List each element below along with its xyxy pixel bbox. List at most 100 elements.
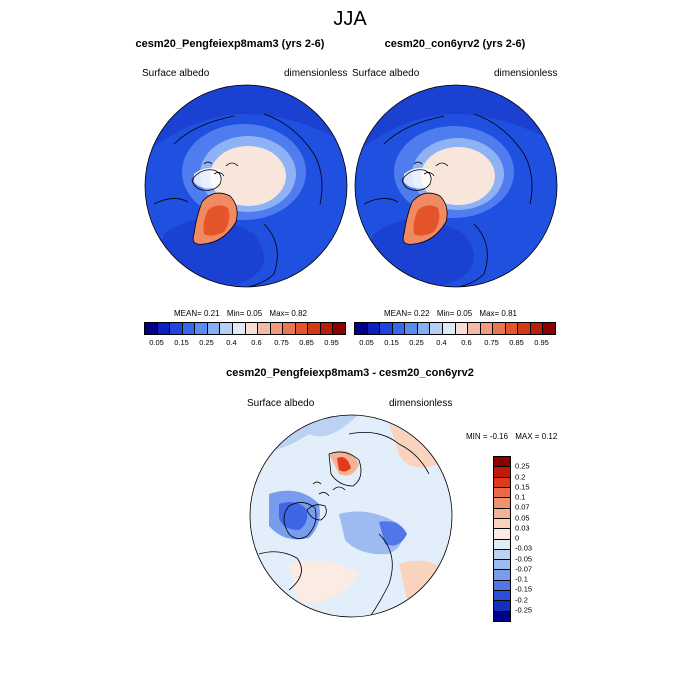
panel3-variable: Surface albedo [247, 398, 315, 409]
colorbar-tick-label: 0.85 [299, 338, 314, 347]
colorbar-swatch [494, 539, 510, 550]
colorbar-swatch [220, 323, 233, 334]
panel1-units: dimensionless [284, 68, 348, 79]
colorbar-tick-label: 0.25 [199, 338, 214, 347]
panel3-title: cesm20_Pengfeiexp8mam3 - cesm20_con6yrv2 [226, 367, 474, 379]
strong-negative-center [379, 521, 407, 546]
colorbar-tick-label: 0.15 [174, 338, 189, 347]
panel2-mean: MEAN= 0.22 [384, 309, 430, 318]
coastlines [153, 113, 323, 287]
colorbar-swatch [157, 323, 171, 334]
colorbar-swatch [480, 323, 494, 334]
colorbar-swatch [442, 323, 456, 334]
colorbar-swatch [530, 323, 544, 334]
colorbar-swatch [170, 323, 183, 334]
colorbar-tick-label: 0.2 [515, 472, 526, 481]
panel3-stats: MIN = -0.16 MAX = 0.12 [466, 432, 562, 441]
colorbar-tick-label: 0.6 [461, 338, 472, 347]
greenland-interior [203, 205, 230, 236]
colorbar-tick-label: 0.95 [324, 338, 339, 347]
colorbar-tick-label: 0.85 [509, 338, 524, 347]
colorbar-swatch [494, 487, 510, 499]
colorbar-swatch [320, 323, 334, 334]
colorbar-tick-label: 0.4 [226, 338, 237, 347]
colorbar-swatch [195, 323, 208, 334]
arctic-sea-ice [210, 146, 286, 206]
colorbar-tick-label: 0.25 [409, 338, 424, 347]
colorbar-swatch [295, 323, 309, 334]
panel2-min: Min= 0.05 [436, 309, 473, 318]
panel2-units: dimensionless [494, 68, 558, 79]
panel2-colorbar [354, 322, 556, 335]
colorbar-swatch [270, 323, 284, 334]
colorbar-swatch [493, 323, 506, 334]
colorbar-swatch [494, 518, 510, 530]
colorbar-swatch [245, 323, 259, 334]
map-border [249, 414, 453, 618]
colorbar-swatch [494, 560, 510, 571]
colorbar-swatch [258, 323, 271, 334]
colorbar-tick-label: 0.05 [359, 338, 374, 347]
colorbar-swatch [182, 323, 196, 334]
colorbar-tick-label: 0.4 [436, 338, 447, 347]
panel3-min: MIN = -0.16 [466, 432, 509, 441]
panel1-colorbar-ticks: 0.05 0.15 0.25 0.4 0.6 0.75 0.85 0.95 [144, 338, 344, 348]
colorbar-swatch [232, 323, 246, 334]
slight-positive-south [289, 560, 359, 604]
panel1-colorbar [144, 322, 346, 335]
panel2-polar-map [354, 84, 558, 288]
greenland-interior [413, 205, 440, 236]
arctic-sea-ice [421, 147, 495, 205]
colorbar-tick-label: 0.03 [515, 523, 530, 533]
colorbar-tick-label: 0.25 [515, 461, 530, 471]
panel3-colorbar [493, 456, 511, 622]
colorbar-tick-label: 0.75 [274, 338, 289, 347]
north-region [355, 85, 557, 154]
panel1-variable: Surface albedo [142, 68, 210, 79]
panel1-max: Max= 0.82 [269, 309, 307, 318]
colorbar-swatch [207, 323, 221, 334]
colorbar-swatch [468, 323, 481, 334]
coastlines [363, 113, 533, 287]
colorbar-tick-label: -0.03 [515, 543, 533, 553]
colorbar-tick-label: -0.05 [515, 554, 533, 563]
colorbar-tick-label: 0 [515, 533, 520, 543]
panel3-max: MAX = 0.12 [515, 432, 558, 441]
colorbar-swatch [494, 591, 510, 602]
colorbar-tick-label: -0.07 [515, 564, 533, 574]
colorbar-swatch [518, 323, 531, 334]
colorbar-swatch [455, 323, 469, 334]
panel1-mean: MEAN= 0.21 [174, 309, 220, 318]
colorbar-swatch [494, 467, 510, 478]
colorbar-swatch [494, 477, 510, 488]
colorbar-swatch [380, 323, 393, 334]
map-border [354, 84, 558, 288]
colorbar-tick-label: 0.1 [515, 492, 526, 502]
positive-anomaly-ne [389, 424, 439, 468]
panel1-min: Min= 0.05 [226, 309, 263, 318]
colorbar-swatch [405, 323, 418, 334]
colorbar-swatch [494, 611, 510, 621]
colorbar-swatch [333, 323, 345, 334]
figure-title: JJA [333, 8, 367, 30]
panel2-colorbar-ticks: 0.05 0.15 0.25 0.4 0.6 0.75 0.85 0.95 [354, 338, 554, 348]
colorbar-swatch [417, 323, 431, 334]
colorbar-swatch [392, 323, 406, 334]
colorbar-tick-label: 0.75 [484, 338, 499, 347]
colorbar-tick-label: 0.05 [149, 338, 164, 347]
coastlines [258, 431, 430, 617]
north-region [145, 85, 347, 154]
colorbar-swatch [494, 549, 510, 561]
panel2-title: cesm20_con6yrv2 (yrs 2-6) [384, 38, 526, 50]
colorbar-tick-label: -0.2 [515, 595, 528, 604]
colorbar-swatch [543, 323, 555, 334]
panel2-stats: MEAN= 0.22 Min= 0.05 Max= 0.81 [384, 309, 522, 318]
colorbar-swatch [494, 570, 510, 581]
panel1-polar-map [144, 84, 348, 288]
colorbar-tick-label: 0.15 [515, 482, 530, 492]
colorbar-tick-label: 0.6 [251, 338, 262, 347]
colorbar-swatch [430, 323, 443, 334]
strong-negative-west [279, 502, 308, 530]
panel2-max: Max= 0.81 [479, 309, 517, 318]
colorbar-swatch [494, 529, 510, 540]
